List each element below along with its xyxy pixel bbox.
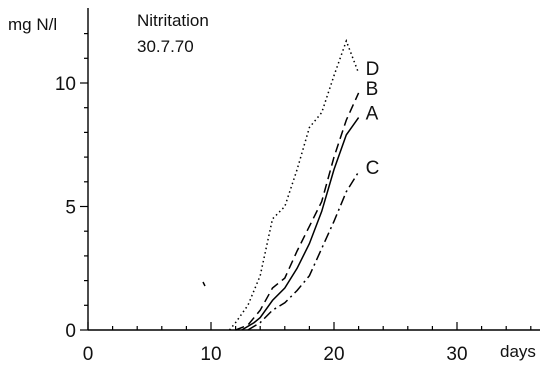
x-axis-title: days [500,342,536,361]
stray-mark [202,281,206,287]
chart-subtitle: 30.7.70 [137,37,194,56]
y-tick-label: 5 [65,198,76,219]
y-axis-title: mg N/l [8,15,57,34]
series-labels: DBA C [366,59,380,179]
x-tick-label: 0 [83,344,94,365]
x-tick-label: 20 [323,344,344,365]
series-group [228,38,360,331]
x-tick-label: 10 [200,344,221,365]
x-tick-label: 30 [446,344,467,365]
series-label-C: C [366,158,380,179]
series-label-D: D [366,59,380,80]
chart-title: Nitritation [137,11,209,30]
axis-ticks: 0 10 20 30 0 5 10 [55,32,532,365]
series-line-D [228,38,360,331]
series-label-B: B [366,79,379,100]
series-line-B [235,92,360,331]
series-line-C [247,171,360,331]
series-line-A [241,117,360,331]
y-tick-label: 10 [55,74,76,95]
series-label-A: A [366,104,379,125]
y-tick-label: 0 [65,321,76,342]
